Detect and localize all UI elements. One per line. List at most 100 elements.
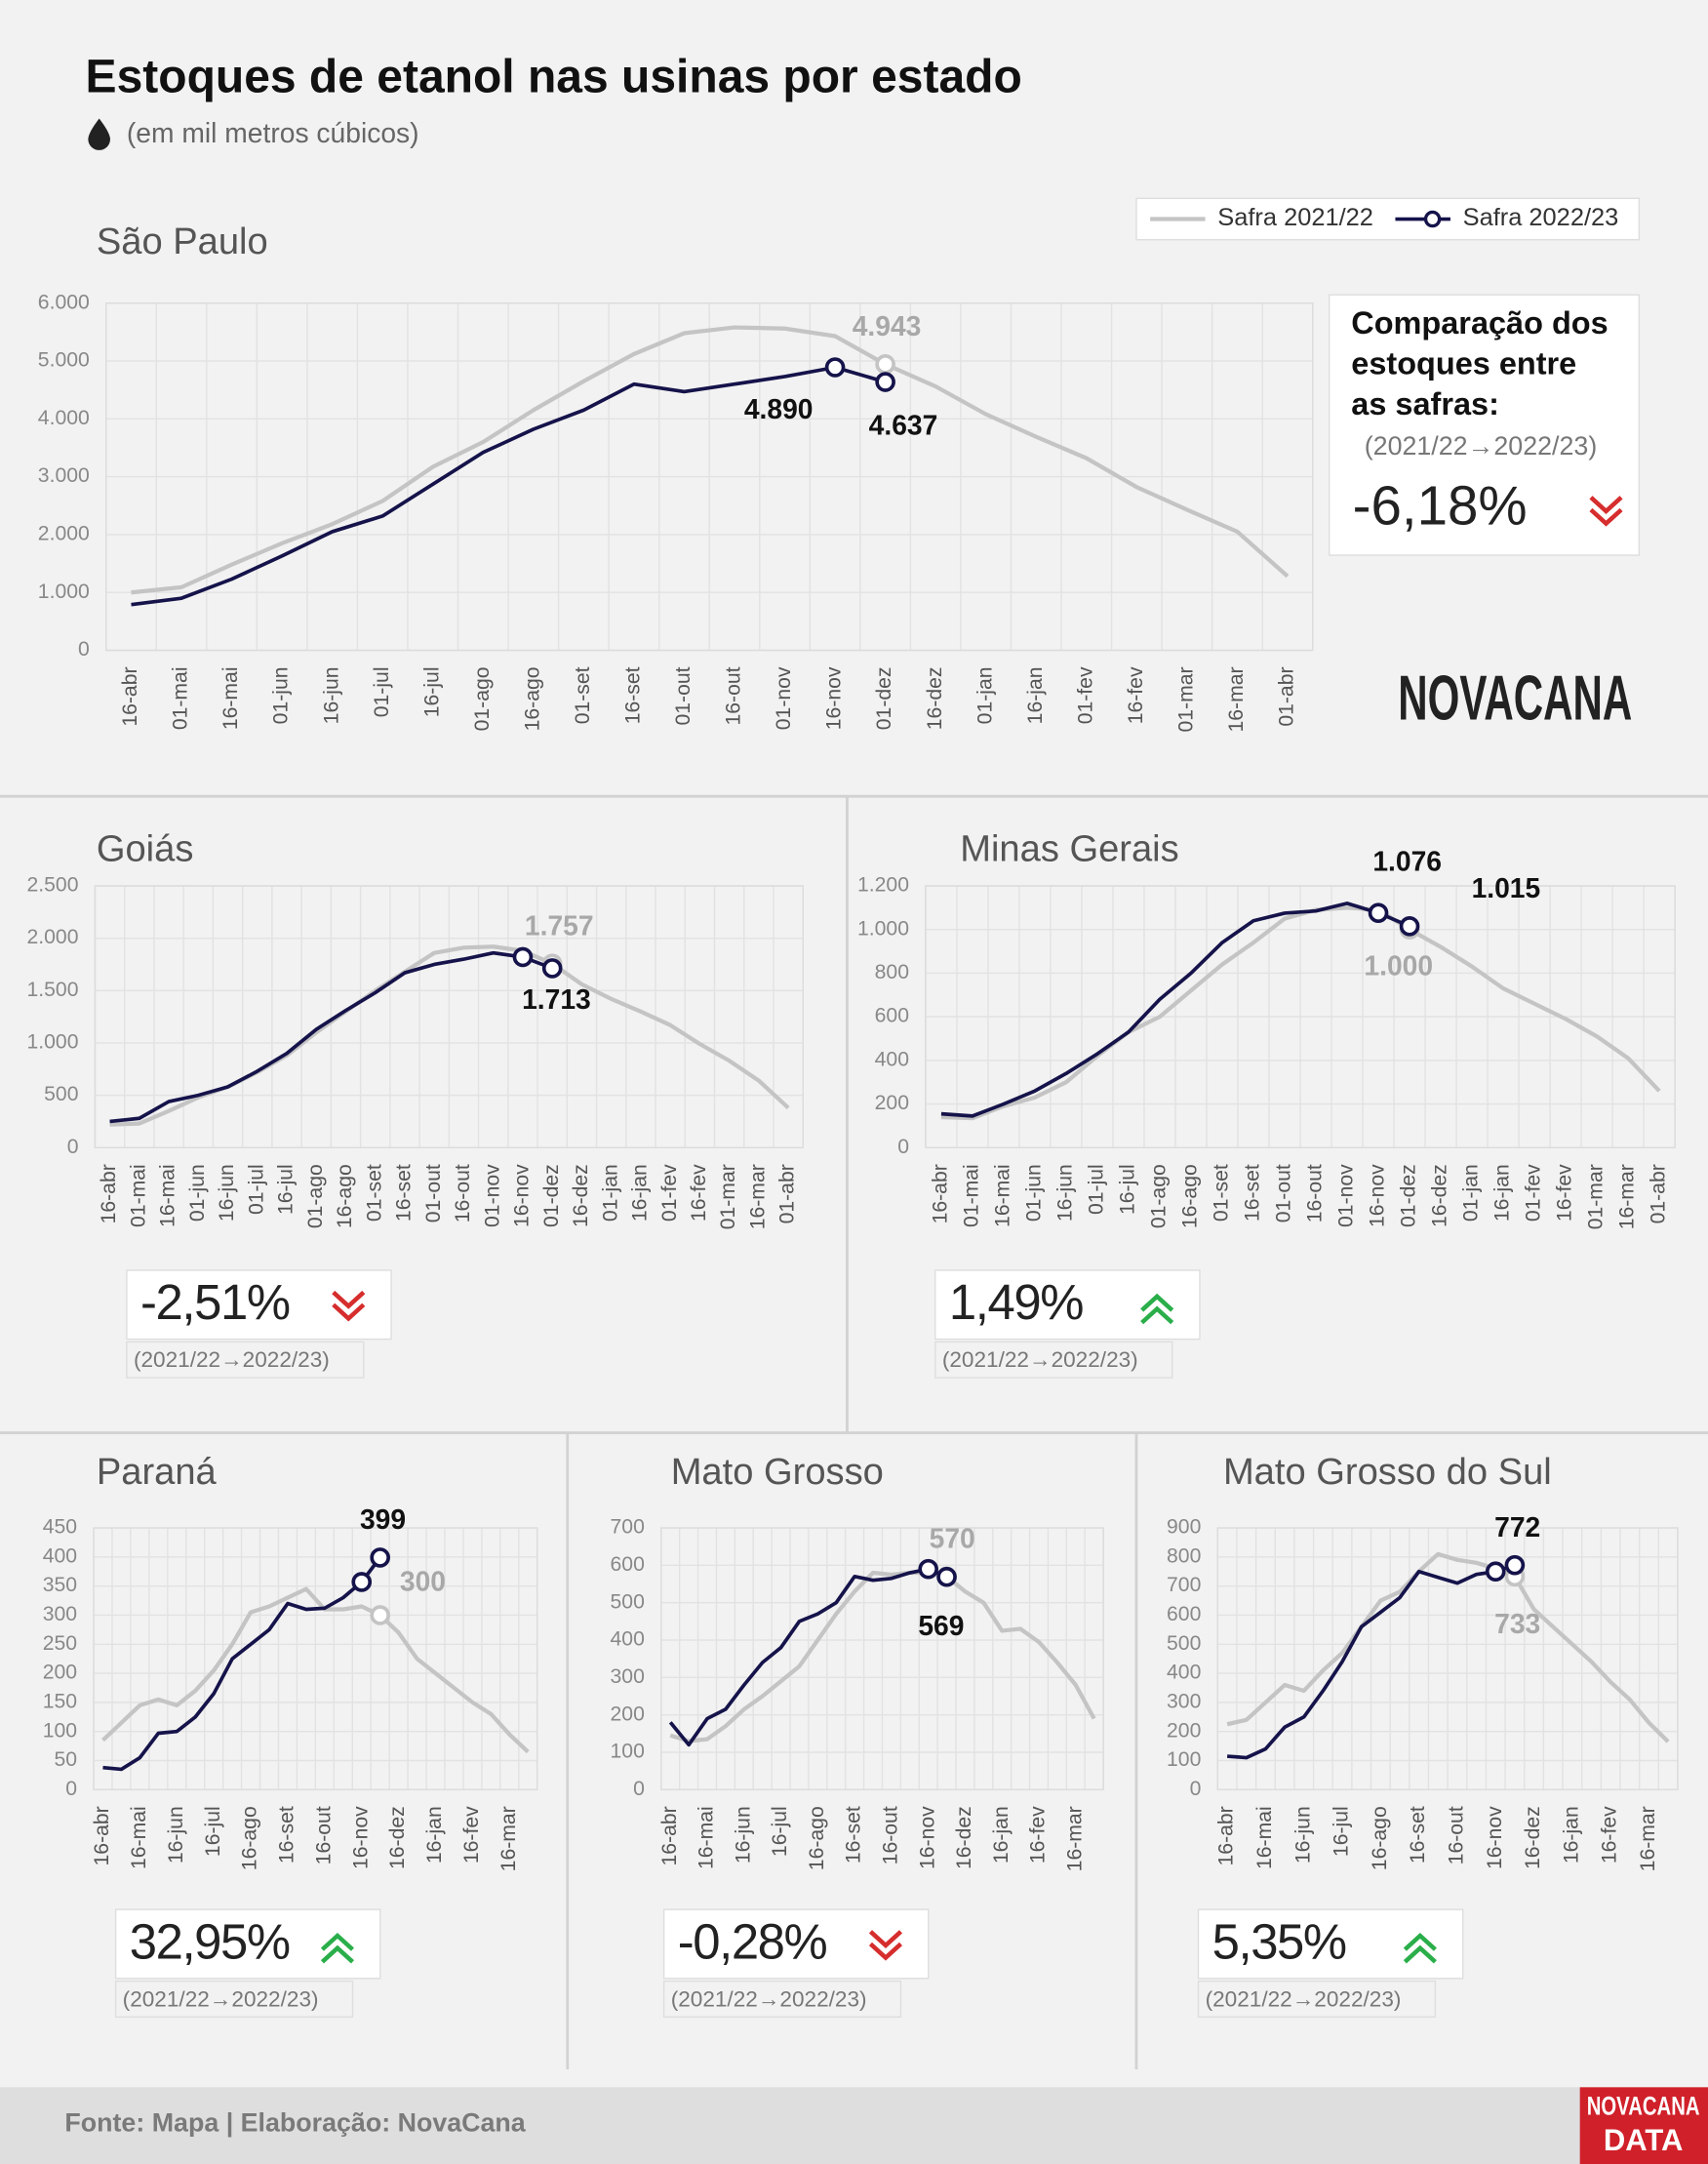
y-tick-label: 0 <box>65 1778 77 1800</box>
x-tick-label: 16-mar <box>1063 1806 1086 1871</box>
x-tick-label: 16-nov <box>1484 1806 1506 1869</box>
x-tick-label: 16-set <box>1407 1806 1429 1863</box>
x-tick-label: 16-jan <box>1024 666 1047 724</box>
x-tick-label: 01-dez <box>540 1164 563 1227</box>
series-line <box>131 365 887 607</box>
x-tick-label: 16-mai <box>695 1806 718 1869</box>
comparison-change: -6,18% <box>1353 474 1528 536</box>
period-box <box>1197 1980 1437 2019</box>
x-tick-label: 01-fev <box>1523 1164 1545 1222</box>
x-tick-label: 01-mar <box>1174 666 1197 732</box>
x-tick-label: 16-jan <box>629 1164 652 1222</box>
value-label: 1.757 <box>525 909 594 941</box>
x-tick-label: 16-jun <box>732 1806 754 1863</box>
y-tick-label: 2.500 <box>27 874 79 897</box>
period-box <box>934 1341 1173 1379</box>
y-tick-label: 800 <box>875 961 909 983</box>
footer-source: Fonte: Mapa | Elaboração: NovaCana <box>64 2108 526 2138</box>
comparison-change: 1,49% <box>949 1274 1083 1330</box>
y-tick-label: 400 <box>43 1544 77 1567</box>
x-tick-label: 16-abr <box>119 666 141 726</box>
point-marker <box>824 357 846 378</box>
x-tick-label: 16-abr <box>930 1164 952 1223</box>
y-tick-label: 600 <box>875 1005 909 1027</box>
x-tick-label: 01-jul <box>371 666 393 717</box>
x-tick-label: 16-jun <box>165 1806 187 1863</box>
value-label: 772 <box>1494 1511 1540 1543</box>
comparison-change: 32,95% <box>130 1913 290 1969</box>
x-tick-label: 01-nov <box>1335 1164 1358 1227</box>
x-tick-label: 16-set <box>1242 1164 1264 1222</box>
y-tick-label: 200 <box>875 1092 909 1114</box>
page-subtitle: (em mil metros cúbicos) <box>127 117 419 148</box>
x-tick-label: 16-out <box>1304 1164 1327 1222</box>
x-tick-label: 16-fev <box>1027 1806 1050 1863</box>
drop-icon <box>88 118 110 150</box>
y-tick-label: 500 <box>1167 1632 1201 1655</box>
chart-title: São Paulo <box>97 220 268 262</box>
x-tick-label: 16-abr <box>98 1164 120 1223</box>
x-tick-label: 16-mai <box>157 1164 179 1227</box>
x-tick-label: 16-dez <box>953 1806 975 1869</box>
x-tick-label: 16-mai <box>1253 1806 1276 1869</box>
x-tick-label: 16-dez <box>386 1806 409 1869</box>
value-label: 399 <box>360 1503 406 1535</box>
x-tick-label: 16-dez <box>924 666 946 730</box>
period-box <box>114 1980 354 2019</box>
x-tick-label: 01-out <box>672 666 695 725</box>
x-tick-label: 01-set <box>572 666 594 724</box>
comparison-period: (2021/22→2022/23) <box>671 1986 867 2011</box>
x-tick-label: 01-jul <box>245 1164 267 1215</box>
y-tick-label: 0 <box>1190 1778 1202 1800</box>
point-marker <box>1399 916 1420 937</box>
x-tick-label: 01-mai <box>170 666 192 730</box>
y-tick-label: 700 <box>611 1516 645 1539</box>
x-tick-label: 01-fev <box>658 1164 681 1222</box>
period-box <box>662 1980 902 2019</box>
x-tick-label: 16-nov <box>1367 1164 1389 1227</box>
chart-title: Mato Grosso <box>671 1451 884 1493</box>
badge-text: NOVACANA <box>1587 2092 1700 2121</box>
x-tick-label: 16-fev <box>688 1164 710 1222</box>
y-tick-label: 400 <box>875 1048 909 1070</box>
series-line <box>668 1567 948 1747</box>
y-tick-label: 1.000 <box>857 917 909 940</box>
value-label: 1.015 <box>1472 872 1541 903</box>
y-tick-label: 400 <box>611 1628 645 1651</box>
y-tick-label: 3.000 <box>38 464 90 487</box>
y-tick-label: 800 <box>1167 1544 1201 1567</box>
comparison-heading: as safras: <box>1351 386 1499 421</box>
point-marker <box>875 372 895 392</box>
y-tick-label: 600 <box>611 1553 645 1576</box>
y-tick-label: 900 <box>1167 1516 1201 1539</box>
x-tick-label: 16-mar <box>1616 1164 1639 1229</box>
x-tick-label: 16-mar <box>497 1806 520 1871</box>
value-label: 4.943 <box>853 310 922 341</box>
trend-arrow <box>1140 1305 1174 1325</box>
legend-box <box>1135 197 1641 241</box>
x-tick-label: 16-out <box>723 666 745 725</box>
chart-title: Goiás <box>97 828 194 870</box>
brand-logo: NOVACANA <box>1398 661 1632 733</box>
x-tick-label: 16-jan <box>1491 1164 1514 1222</box>
series-line <box>131 325 1290 595</box>
y-tick-label: 0 <box>67 1136 79 1158</box>
comparison-heading: Comparação dos <box>1351 305 1608 341</box>
x-tick-label: 01-nov <box>481 1164 503 1227</box>
x-tick-label: 16-ago <box>1369 1806 1391 1870</box>
x-tick-label: 16-out <box>452 1164 474 1222</box>
x-tick-label: 01-fev <box>1074 666 1096 724</box>
x-tick-label: 01-mai <box>127 1164 149 1227</box>
y-tick-label: 250 <box>43 1632 77 1655</box>
y-tick-label: 600 <box>1167 1603 1201 1625</box>
chart-title: Paraná <box>97 1451 218 1493</box>
y-tick-label: 0 <box>78 638 90 661</box>
comparison-period: (2021/22→2022/23) <box>1365 431 1598 461</box>
x-tick-label: 16-jan <box>990 1806 1013 1863</box>
comparison-change: -0,28% <box>678 1913 827 1969</box>
x-tick-label: 01-dez <box>873 666 895 730</box>
y-tick-label: 450 <box>43 1516 77 1539</box>
y-tick-label: 700 <box>1167 1574 1201 1596</box>
series-line <box>101 1586 530 1754</box>
